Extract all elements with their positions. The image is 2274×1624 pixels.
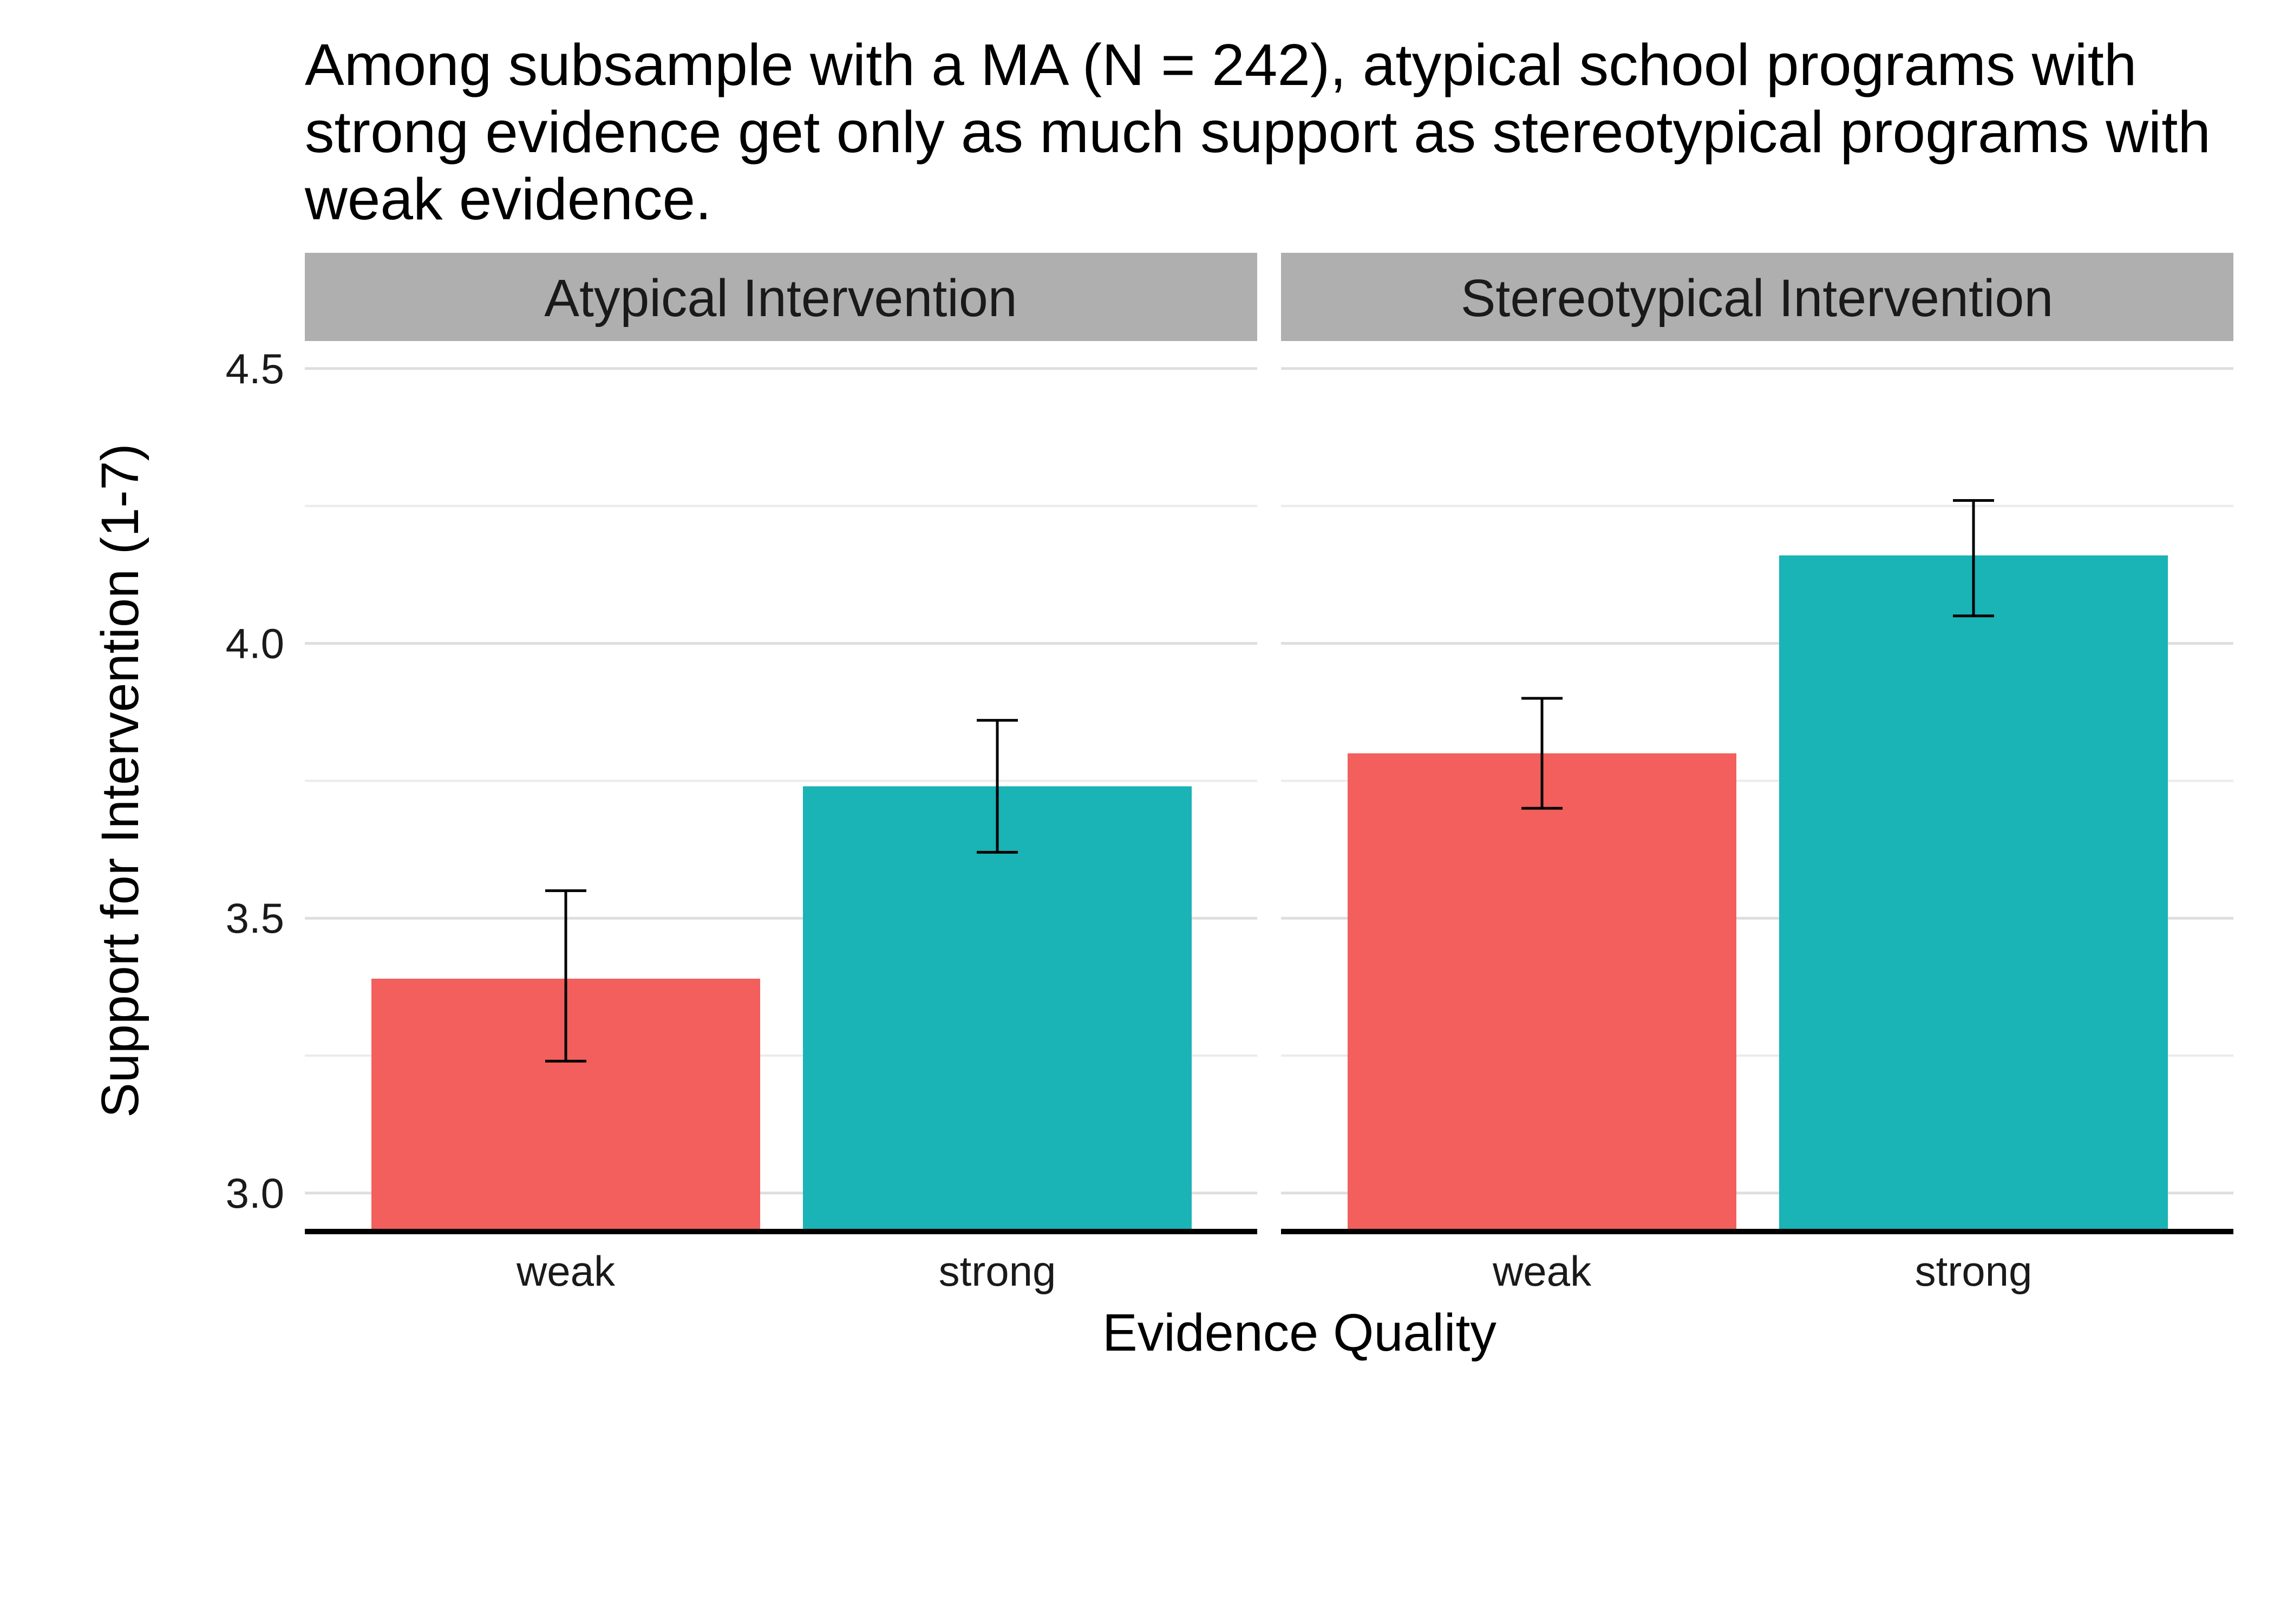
facet-strip-stereotypical (1281, 253, 2233, 341)
panel-atypical-intervention: Atypical Intervention weak strong (305, 253, 1257, 1295)
facet-label-atypical: Atypical Intervention (544, 269, 1017, 328)
chart-title-line-3: weak evidence. (304, 166, 711, 232)
bar-stereotypical-strong (1779, 555, 2168, 1232)
x-tick-label-strong-stereotypical: strong (1915, 1247, 2033, 1295)
chart-title: Among subsample with a MA (N = 242), aty… (304, 32, 2211, 232)
y-tick-label: 4.5 (226, 345, 284, 392)
y-tick-label: 3.5 (226, 894, 284, 942)
bar-atypical-strong (803, 786, 1192, 1232)
panel-stereotypical-intervention: Stereotypical Intervention weak strong (1281, 253, 2233, 1295)
x-axis-title: Evidence Quality (1102, 1303, 1497, 1362)
x-tick-label-strong-atypical: strong (939, 1247, 1056, 1295)
x-tick-label-weak-stereotypical: weak (1492, 1247, 1592, 1295)
y-tick-label: 3.0 (226, 1169, 284, 1217)
bars-stereotypical (1348, 555, 2168, 1232)
errorbars-stereotypical (1521, 499, 1994, 810)
bar-stereotypical-weak (1348, 753, 1736, 1232)
facet-label-stereotypical: Stereotypical Intervention (1461, 269, 2054, 328)
chart-title-line-1: Among subsample with a MA (N = 242), aty… (305, 32, 2137, 98)
x-tick-label-weak-atypical: weak (516, 1247, 616, 1295)
chart-title-line-2: strong evidence get only as much support… (305, 99, 2211, 165)
bars-atypical (371, 786, 1192, 1232)
y-tick-label: 4.0 (226, 619, 284, 667)
y-axis: 3.0 3.5 4.0 4.5 (226, 345, 284, 1217)
errorbars-atypical (545, 719, 1018, 1063)
y-axis-title: Support for Intervention (1-7) (90, 443, 149, 1117)
facet-strip-atypical (305, 253, 1257, 341)
